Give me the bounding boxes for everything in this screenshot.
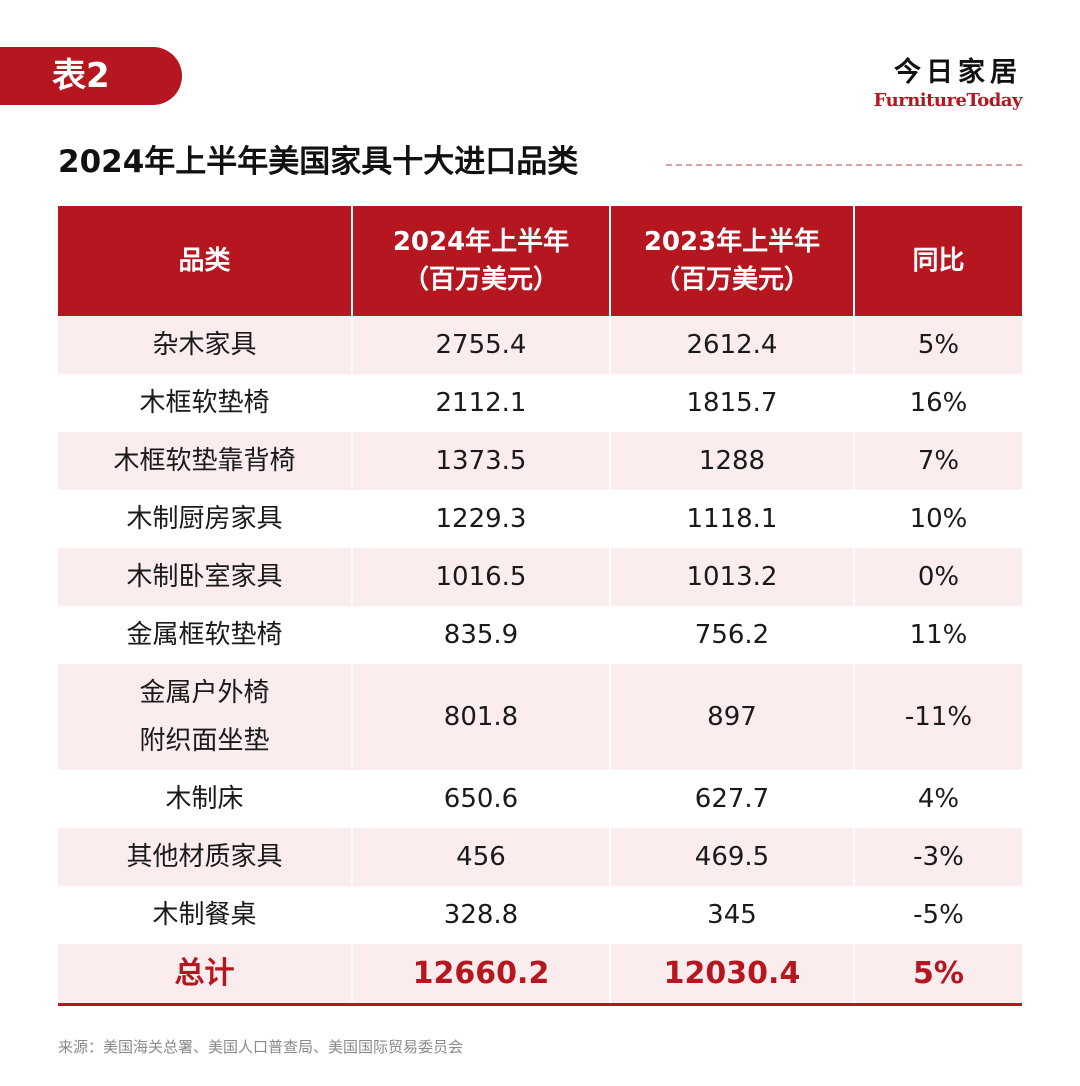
cell-yoy: 7%: [854, 432, 1022, 490]
cell-category: 木框软垫椅: [58, 374, 353, 432]
table-row: 木制卧室家具 1016.5 1013.2 0%: [58, 548, 1022, 606]
cell-2024: 835.9: [352, 606, 611, 664]
cell-2023: 469.5: [610, 828, 855, 886]
table-header-row: 品类 2024年上半年 （百万美元） 2023年上半年 （百万美元） 同比: [58, 206, 1022, 316]
cell-category: 木制卧室家具: [58, 548, 353, 606]
cell-2024: 1016.5: [352, 548, 611, 606]
cell-2023: 1815.7: [610, 374, 855, 432]
cell-yoy: -11%: [854, 664, 1022, 770]
cell-category: 金属户外椅 附织面坐垫: [58, 664, 353, 770]
cell-yoy: 5%: [854, 316, 1022, 374]
cell-category: 其他材质家具: [58, 828, 353, 886]
header-category: 品类: [58, 206, 353, 316]
cell-category: 木制餐桌: [58, 886, 353, 944]
cell-2023: 627.7: [610, 770, 855, 828]
brand-name-en: FurnitureToday: [873, 90, 1023, 111]
cell-2023: 1118.1: [610, 490, 855, 548]
table-row: 其他材质家具 456 469.5 -3%: [58, 828, 1022, 886]
cell-yoy: -3%: [854, 828, 1022, 886]
table-row: 金属户外椅 附织面坐垫 801.8 897 -11%: [58, 664, 1022, 770]
total-cell-2023: 12030.4: [610, 944, 855, 1006]
total-cell-yoy: 5%: [854, 944, 1022, 1006]
cell-yoy: 4%: [854, 770, 1022, 828]
data-table: 品类 2024年上半年 （百万美元） 2023年上半年 （百万美元） 同比 杂木家具…: [58, 206, 1022, 1006]
page-title: 2024年上半年美国家具十大进口品类: [58, 144, 579, 180]
cell-category: 金属框软垫椅: [58, 606, 353, 664]
cell-2024: 650.6: [352, 770, 611, 828]
total-cell-2024: 12660.2: [352, 944, 611, 1006]
table-row: 木制厨房家具 1229.3 1118.1 10%: [58, 490, 1022, 548]
title-divider: [666, 164, 1022, 166]
cell-category: 杂木家具: [58, 316, 353, 374]
brand-logo: 今日家居 FurnitureToday: [873, 57, 1023, 114]
cell-category: 木制厨房家具: [58, 490, 353, 548]
total-row: 总计 12660.2 12030.4 5%: [58, 944, 1022, 1006]
cell-2023: 1288: [610, 432, 855, 490]
cell-2024: 328.8: [352, 886, 611, 944]
table-number-tag: 表2: [0, 47, 182, 105]
cell-2024: 1229.3: [352, 490, 611, 548]
header-2024: 2024年上半年 （百万美元）: [352, 206, 611, 316]
cell-2023: 897: [610, 664, 855, 770]
total-cell-category: 总计: [58, 944, 353, 1006]
table-row: 金属框软垫椅 835.9 756.2 11%: [58, 606, 1022, 664]
cell-category: 木框软垫靠背椅: [58, 432, 353, 490]
cell-yoy: 10%: [854, 490, 1022, 548]
table-row: 木框软垫椅 2112.1 1815.7 16%: [58, 374, 1022, 432]
cell-2023: 2612.4: [610, 316, 855, 374]
table-row: 杂木家具 2755.4 2612.4 5%: [58, 316, 1022, 374]
cell-2024: 2755.4: [352, 316, 611, 374]
table-row: 木制床 650.6 627.7 4%: [58, 770, 1022, 828]
cell-yoy: 0%: [854, 548, 1022, 606]
cell-2023: 756.2: [610, 606, 855, 664]
table-row: 木框软垫靠背椅 1373.5 1288 7%: [58, 432, 1022, 490]
table-row: 木制餐桌 328.8 345 -5%: [58, 886, 1022, 944]
header-yoy: 同比: [854, 206, 1022, 316]
cell-yoy: -5%: [854, 886, 1022, 944]
cell-2023: 345: [610, 886, 855, 944]
source-note: 来源：美国海关总署、美国人口普查局、美国国际贸易委员会: [58, 1038, 464, 1056]
header-2023: 2023年上半年 （百万美元）: [610, 206, 855, 316]
cell-2023: 1013.2: [610, 548, 855, 606]
cell-yoy: 11%: [854, 606, 1022, 664]
cell-2024: 1373.5: [352, 432, 611, 490]
brand-name-cn: 今日家居: [894, 57, 1022, 88]
cell-2024: 2112.1: [352, 374, 611, 432]
cell-2024: 456: [352, 828, 611, 886]
cell-category: 木制床: [58, 770, 353, 828]
cell-2024: 801.8: [352, 664, 611, 770]
cell-yoy: 16%: [854, 374, 1022, 432]
